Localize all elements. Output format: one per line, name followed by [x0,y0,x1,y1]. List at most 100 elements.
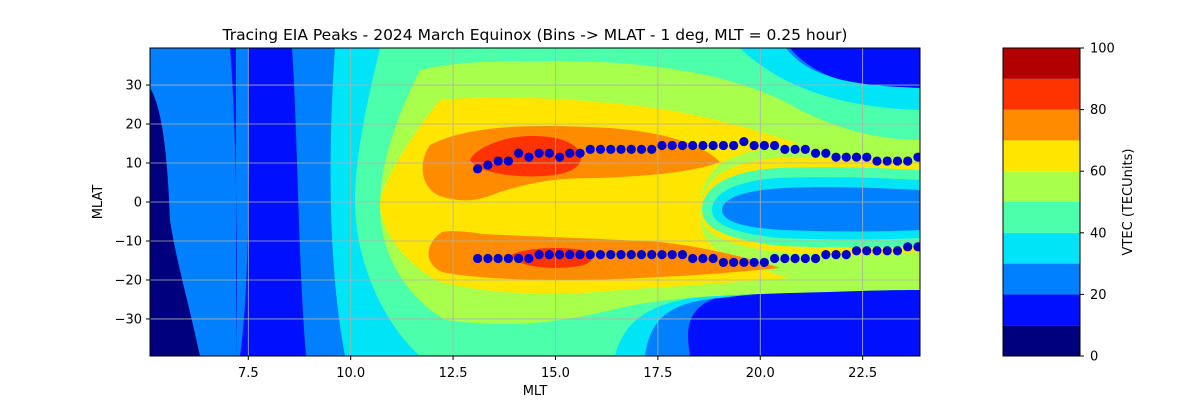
eia-peak-point [636,250,647,260]
eia-peak-point [473,164,483,174]
eia-peak-point [595,144,606,154]
eia-peak-point [698,140,708,151]
eia-peak-point [821,148,831,158]
eia-peak-point [800,253,810,264]
eia-peak-point [514,253,524,264]
eia-peak-point [872,246,882,256]
colorbar-tick-label: 20 [1090,288,1107,303]
y-tick-label: −10 [115,234,142,249]
colorbar-level [1003,263,1080,295]
eia-peak-point [565,250,575,260]
contour-band [722,187,920,232]
eia-peak-point [729,140,739,151]
eia-peak-point [749,140,759,151]
y-tick-label: 10 [125,157,142,172]
x-tick-label: 15.0 [541,366,570,381]
eia-peak-point [841,250,851,260]
eia-peak-point [892,156,903,166]
eia-peak-point [851,152,862,162]
eia-peak-point [851,246,862,256]
y-tick-label: 0 [134,196,142,211]
eia-peak-point [903,156,913,166]
eia-peak-point [872,156,882,166]
x-tick-label: 7.5 [238,366,259,381]
colorbar-tick-label: 60 [1090,165,1107,180]
eia-peak-point [544,148,554,158]
eia-peak-point [913,242,920,252]
eia-peak-point [636,144,647,154]
eia-peak-point [575,148,585,158]
eia-peak-markers [473,136,920,268]
eia-peak-point [626,144,636,154]
y-axis-label: MLAT [91,185,106,220]
eia-peak-point [565,148,575,158]
eia-peak-point [554,152,565,162]
eia-peak-point [606,144,616,154]
eia-peak-point [534,250,544,260]
colorbar-level [1003,232,1080,264]
y-tick-label: 30 [125,79,142,94]
eia-peak-point [810,148,821,158]
eia-peak-point [503,156,513,166]
eia-peak-point [892,246,903,256]
eia-peak-point [913,152,920,162]
colorbar-level [1003,48,1080,79]
eia-peak-point [647,250,657,260]
eia-peak-point [667,140,677,151]
eia-peak-point [810,253,821,264]
colorbar-level [1003,171,1080,202]
eia-peak-point [606,250,616,260]
eia-peak-point [647,144,657,154]
y-axis: 30 20 10 0 −10 −20 −30 [115,79,150,327]
eia-peak-point [790,253,800,264]
eia-peak-point [780,144,790,154]
colorbar-frame [1002,47,1081,357]
colorbar-level [1003,78,1080,110]
eia-peak-point [790,144,800,154]
eia-peak-point [677,140,688,151]
eia-peak-point [770,253,780,264]
colorbar-label: VTEC (TECUnits) [1121,149,1136,256]
eia-peak-point [862,246,872,256]
chart-title: Tracing EIA Peaks - 2024 March Equinox (… [222,26,848,44]
plot-area [150,48,920,356]
colorbar-tick-label: 80 [1090,103,1107,118]
colorbar-level [1003,325,1080,356]
eia-peak-point [749,257,759,268]
y-tick-label: −30 [115,312,142,327]
eia-peak-point [780,253,790,264]
colorbar-tick-label: 40 [1090,226,1107,241]
grid-lines [150,48,920,356]
eia-peak-point [739,257,749,268]
eia-peak-point [718,257,729,268]
eia-peak-point [514,148,524,158]
eia-peak-point [524,253,534,264]
eia-peak-point [831,152,841,162]
eia-peak-point [759,257,769,268]
eia-peak-point [862,152,872,162]
eia-peak-point [585,144,595,154]
eia-peak-point [524,152,534,162]
eia-peak-point [882,156,892,166]
eia-peak-point [903,242,913,252]
eia-peak-point [831,250,841,260]
eia-peak-point [585,250,595,260]
x-tick-label: 22.5 [848,366,877,381]
x-axis-label: MLT [523,384,548,399]
eia-peak-point [483,253,493,264]
colorbar: 100 80 60 40 20 0 [1002,42,1115,365]
eia-peak-point [657,140,667,151]
colorbar-level [1003,294,1080,326]
eia-peak-point [821,250,831,260]
x-tick-label: 12.5 [439,366,468,381]
eia-peak-point [473,253,483,264]
eia-peak-point [657,250,667,260]
y-tick-label: 20 [125,118,142,133]
eia-peak-point [554,250,565,260]
eia-peak-point [626,250,636,260]
eia-peak-point [688,140,698,151]
eia-peak-point [841,152,851,162]
colorbar-tick-label: 100 [1090,42,1115,57]
